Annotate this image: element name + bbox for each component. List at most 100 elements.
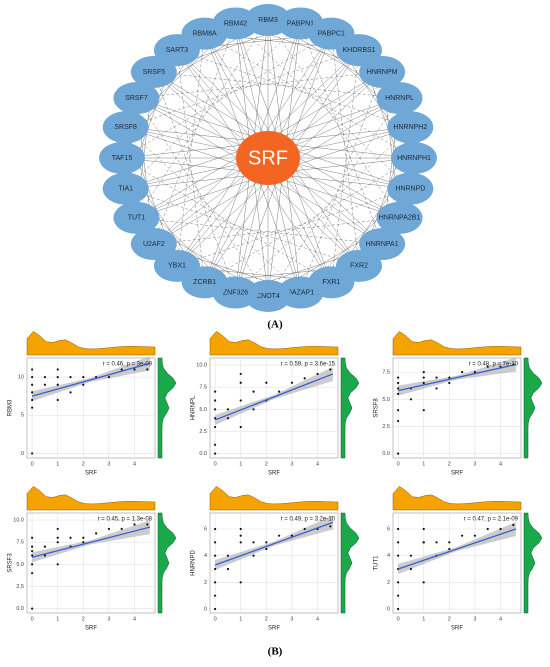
x-tick-label: 2 [82, 461, 85, 467]
node-label: U2AF2 [143, 241, 165, 248]
y-tick-label: 2.5 [382, 424, 390, 430]
point [214, 554, 217, 557]
point [422, 381, 425, 385]
x-axis-label: SRF [268, 626, 280, 632]
x-tick-label: 1 [56, 461, 59, 467]
node [391, 142, 437, 174]
trend-line [31, 362, 151, 397]
point [82, 541, 85, 544]
point [56, 383, 59, 386]
node [359, 228, 406, 261]
node-label: DAZAP1 [287, 289, 314, 296]
point [107, 527, 111, 531]
point [316, 372, 319, 376]
point [422, 527, 425, 531]
y-tick-label: 0 [21, 451, 24, 457]
annotation: r = 0.45, p = 1.3e-08 [98, 517, 153, 523]
edge [153, 217, 400, 245]
confidence-band [398, 522, 516, 574]
x-tick-label: 0 [397, 461, 400, 467]
node [212, 7, 259, 40]
node [130, 55, 177, 88]
panel-label: (B) [268, 646, 283, 658]
point [43, 554, 47, 557]
point [31, 368, 34, 371]
point [214, 399, 217, 402]
point [43, 545, 47, 548]
point [512, 523, 515, 527]
point [31, 406, 34, 409]
right-density [157, 512, 177, 614]
confidence-band [398, 357, 516, 396]
edge [136, 217, 383, 245]
node-label: YBX1 [168, 263, 186, 270]
point [397, 527, 400, 531]
node-label: RBM3 [258, 17, 278, 24]
node [387, 172, 434, 205]
y-tick-label: 0.0 [199, 451, 207, 457]
trend-line [31, 526, 151, 558]
y-tick-label: 4 [387, 553, 390, 559]
x-tick-label: 3 [473, 461, 476, 467]
point [43, 383, 47, 386]
point [214, 607, 217, 611]
x-tick-label: 2 [265, 461, 268, 467]
point [239, 541, 242, 544]
point [82, 375, 85, 379]
point [303, 527, 306, 531]
edge [331, 50, 360, 283]
point [397, 554, 400, 557]
point [290, 534, 294, 537]
x-tick-label: 0 [214, 616, 217, 622]
trend-line [214, 521, 334, 566]
edge [125, 23, 301, 189]
point [31, 572, 34, 575]
right-density [523, 512, 543, 614]
edge [300, 23, 383, 245]
point [409, 554, 413, 557]
point [461, 534, 464, 537]
y-tick-label: 4 [204, 553, 207, 559]
y-axis-label: SRSF8 [374, 398, 380, 418]
top-density [209, 486, 339, 511]
point [133, 523, 136, 526]
node-label: HNRNPD [395, 186, 425, 193]
point [226, 567, 230, 571]
point [226, 417, 230, 420]
point [214, 425, 217, 429]
point [214, 541, 217, 544]
point [214, 417, 217, 420]
point [397, 452, 400, 455]
point [120, 368, 123, 371]
point [486, 527, 489, 531]
node-label: RBM42 [224, 20, 247, 27]
node-label: ZNF326 [223, 289, 248, 296]
right-density [157, 357, 177, 459]
edge [153, 23, 236, 245]
point [214, 443, 217, 446]
point [397, 392, 400, 395]
x-tick-label: 4 [499, 461, 502, 467]
node-label: FXR2 [350, 263, 368, 270]
confidence-band [32, 520, 150, 563]
edge [235, 23, 411, 189]
edge [121, 157, 332, 283]
x-tick-label: 2 [448, 461, 451, 467]
point [56, 527, 59, 531]
y-tick-label: 10 [18, 375, 24, 381]
y-tick-label: 7.5 [382, 370, 390, 376]
node-label: KHDRBS1 [342, 47, 375, 54]
x-tick-label: 2 [82, 616, 85, 622]
node-label: SRSF7 [125, 95, 148, 102]
edge [300, 71, 383, 293]
node [359, 55, 406, 88]
point [43, 375, 47, 379]
point [239, 372, 242, 376]
point [56, 541, 59, 544]
point [265, 547, 268, 551]
node-label: TAF15 [112, 155, 133, 162]
node-label: HNRNPL [385, 95, 414, 102]
confidence-band [215, 366, 333, 425]
y-tick-label: 5.0 [16, 562, 24, 568]
y-tick-label: 5 [21, 413, 24, 419]
